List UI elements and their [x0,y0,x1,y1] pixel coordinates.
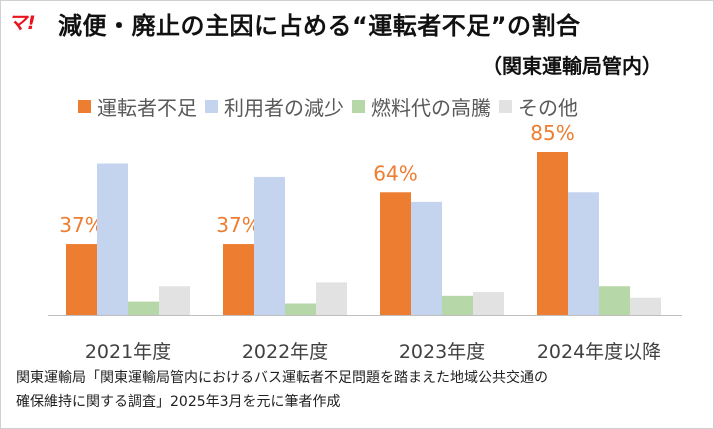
legend-item: 運転者不足 [78,92,197,121]
bar [442,295,473,315]
bar [66,244,97,315]
x-tick-label: 2022年度 [242,341,328,363]
legend-swatch [499,100,512,113]
legend-label: 燃料代の高騰 [371,96,491,120]
legend-item: その他 [499,92,578,121]
bar [568,192,599,315]
source-line: 確保維持に関する調査」2025年3月を元に筆者作成 [16,394,341,410]
x-tick-label: 2023年度 [399,341,485,363]
bar [254,176,285,315]
site-logo: マ! [8,12,36,34]
legend-swatch [78,100,91,113]
bar [159,286,190,315]
chart-subtitle: （関東運輸局管内） [482,54,662,78]
bar [128,301,159,315]
data-label: 37% [216,213,260,237]
data-label: 85% [530,121,574,145]
bar [97,163,128,315]
bar [473,291,504,315]
x-tick-label: 2021年度 [85,341,171,363]
legend-label: 利用者の減少 [224,96,344,120]
bar [316,282,347,315]
legend-item: 利用者の減少 [205,92,344,121]
bar [630,297,661,315]
legend-label: 運転者不足 [97,96,197,120]
source-line: 関東運輸局「関東運輸局管内におけるバス運転者不足問題を踏まえた地域公共交通の [16,370,548,386]
legend: 運転者不足 利用者の減少 燃料代の高騰 その他 [78,92,578,121]
chart-title: 減便・廃止の主因に占める“運転者不足”の割合 [58,12,581,40]
bar [599,286,630,315]
x-tick-label: 2024年度以降 [537,341,661,363]
legend-swatch [352,100,365,113]
bar [285,303,316,315]
data-label: 37% [59,213,103,237]
legend-swatch [205,100,218,113]
data-label: 64% [373,161,417,185]
bar [223,244,254,315]
bar [380,192,411,315]
source-note: 関東運輸局「関東運輸局管内におけるバス運転者不足問題を踏まえた地域公共交通の 確… [16,366,548,414]
bar [411,201,442,315]
legend-label: その他 [518,96,578,120]
bar [537,152,568,315]
legend-item: 燃料代の高騰 [352,92,491,121]
